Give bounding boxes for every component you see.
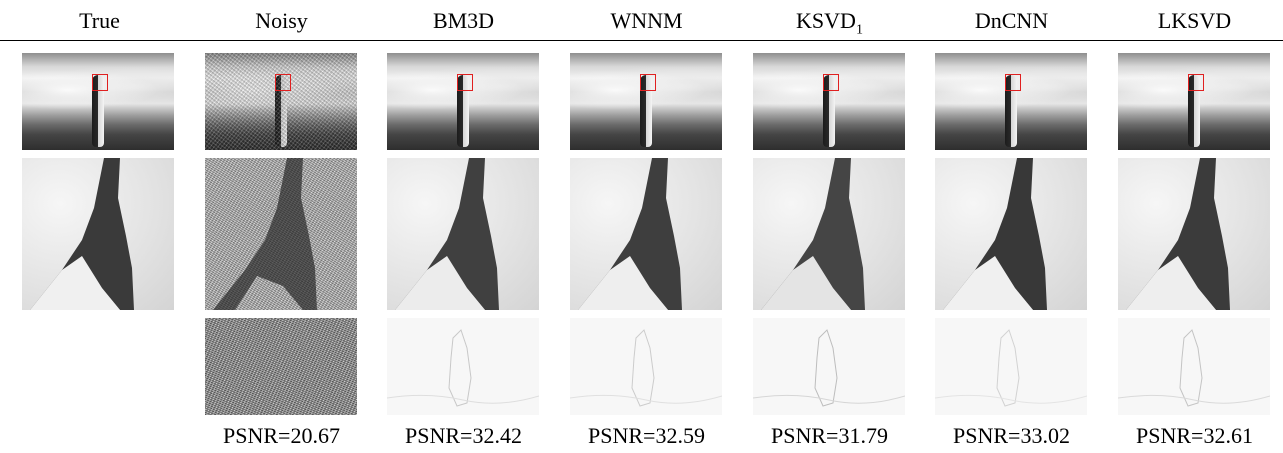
scene-ksvd1 bbox=[753, 53, 905, 150]
header-bm3d: BM3D bbox=[432, 8, 495, 33]
psnr-wnnm: PSNR=32.59 bbox=[588, 423, 705, 448]
crop-ksvd1 bbox=[753, 158, 905, 310]
highlight-box bbox=[640, 74, 656, 91]
residual-bm3d bbox=[387, 318, 539, 415]
residual-lksvd bbox=[1118, 318, 1270, 415]
highlight-box bbox=[823, 74, 839, 91]
highlight-box bbox=[275, 74, 291, 91]
psnr-lksvd: PSNR=32.61 bbox=[1136, 423, 1253, 448]
header-wnnm: WNNM bbox=[610, 8, 683, 33]
residual-dncnn bbox=[935, 318, 1087, 415]
crop-true bbox=[22, 158, 174, 310]
crop-bm3d bbox=[387, 158, 539, 310]
header-noisy: Noisy bbox=[255, 8, 308, 33]
crop-dncnn bbox=[935, 158, 1087, 310]
psnr-dncnn: PSNR=33.02 bbox=[953, 423, 1070, 448]
scene-lksvd bbox=[1118, 53, 1270, 150]
highlight-box bbox=[92, 74, 108, 91]
scene-dncnn bbox=[935, 53, 1087, 150]
residual-ksvd1 bbox=[753, 318, 905, 415]
crop-noisy bbox=[205, 158, 357, 310]
header-true: True bbox=[79, 8, 120, 33]
highlight-box bbox=[1188, 74, 1204, 91]
psnr-noisy: PSNR=20.67 bbox=[223, 423, 340, 448]
header-ksvd1: KSVD1 bbox=[796, 8, 863, 38]
header-lksvd: LKSVD bbox=[1157, 8, 1232, 33]
header-dncnn: DnCNN bbox=[974, 8, 1049, 33]
crop-lksvd bbox=[1118, 158, 1270, 310]
header-rule bbox=[0, 40, 1283, 41]
scene-bm3d bbox=[387, 53, 539, 150]
scene-noisy bbox=[205, 53, 357, 150]
highlight-box bbox=[1005, 74, 1021, 91]
residual-wnnm bbox=[570, 318, 722, 415]
psnr-ksvd1: PSNR=31.79 bbox=[771, 423, 888, 448]
scene-wnnm bbox=[570, 53, 722, 150]
residual-noisy bbox=[205, 318, 357, 415]
highlight-box bbox=[457, 74, 473, 91]
psnr-bm3d: PSNR=32.42 bbox=[405, 423, 522, 448]
scene-true bbox=[22, 53, 174, 150]
crop-wnnm bbox=[570, 158, 722, 310]
